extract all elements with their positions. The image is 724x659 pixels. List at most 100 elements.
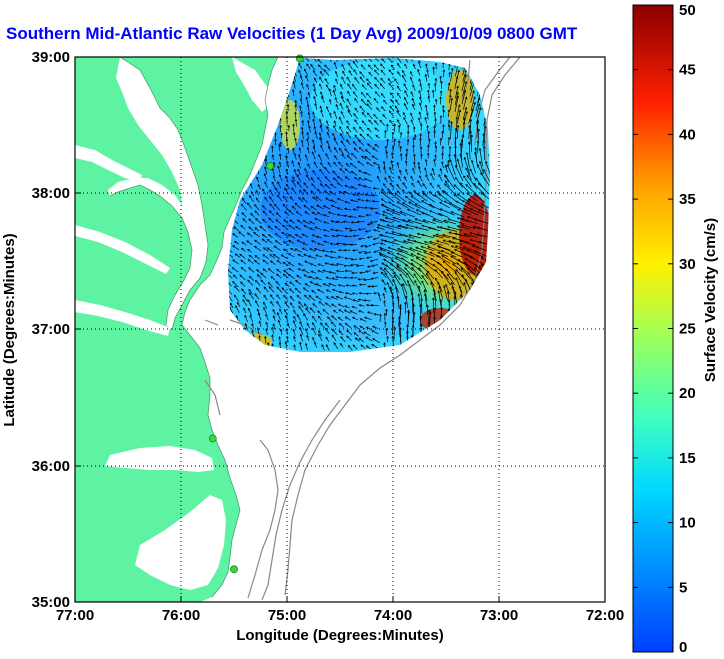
velocity-vector-head: [432, 288, 436, 292]
velocity-vector-head: [392, 278, 395, 282]
velocity-vector-head: [325, 276, 329, 280]
velocity-vector: [331, 264, 338, 266]
velocity-vector-head: [379, 242, 383, 245]
velocity-vector-head: [309, 227, 313, 231]
velocity-vector-head: [279, 308, 282, 312]
velocity-vector-head: [399, 306, 402, 310]
velocity-vector: [379, 247, 393, 253]
velocity-vector-head: [324, 64, 327, 68]
velocity-vector-head: [294, 111, 297, 115]
velocity-vector: [322, 250, 330, 253]
velocity-vector: [324, 184, 331, 190]
velocity-vector: [275, 187, 280, 195]
velocity-vector: [357, 161, 365, 166]
velocity-vector-head: [305, 58, 308, 60]
velocity-vector: [419, 316, 422, 327]
velocity-vector-head: [437, 281, 440, 285]
velocity-vector: [299, 342, 303, 351]
velocity-vector: [302, 269, 310, 274]
velocity-vector: [304, 211, 310, 215]
velocity-vector: [314, 103, 318, 110]
velocity-vector: [441, 131, 444, 139]
velocity-vector: [421, 246, 435, 252]
velocity-vector-head: [304, 211, 308, 214]
velocity-vector: [293, 316, 297, 322]
velocity-vector: [255, 280, 261, 286]
velocity-vector-head: [410, 259, 414, 262]
velocity-vector-head: [466, 249, 470, 252]
velocity-vector: [444, 200, 458, 209]
velocity-vector: [421, 234, 434, 238]
velocity-vector-head: [433, 292, 436, 296]
velocity-vector-head: [291, 179, 294, 183]
velocity-vector: [335, 104, 339, 111]
velocity-vector-head: [319, 168, 322, 172]
velocity-vector: [359, 292, 367, 294]
velocity-vector-head: [413, 134, 417, 137]
velocity-vector-head: [343, 214, 347, 218]
velocity-vector-head: [427, 320, 431, 324]
velocity-vector: [257, 327, 260, 335]
velocity-vector-head: [374, 144, 378, 147]
velocity-vector-head: [419, 315, 423, 319]
velocity-vector-head: [430, 281, 433, 285]
velocity-vector-head: [315, 196, 319, 199]
velocity-vector-head: [358, 250, 361, 254]
velocity-vector-head: [435, 233, 439, 237]
velocity-vector-head: [376, 224, 380, 227]
velocity-vector-head: [327, 316, 330, 320]
velocity-vector: [277, 194, 282, 202]
velocity-vector-head: [341, 76, 344, 80]
rappahannock-river: [75, 225, 170, 274]
velocity-vector-head: [302, 269, 305, 272]
velocity-vector-head: [456, 158, 460, 162]
velocity-vector: [379, 83, 385, 90]
velocity-vector-head: [285, 110, 289, 114]
velocity-vector-head: [367, 311, 370, 314]
velocity-vector-head: [437, 290, 441, 294]
velocity-vector: [329, 271, 337, 274]
velocity-vector: [367, 223, 373, 225]
velocity-vector-head: [337, 284, 341, 287]
velocity-vector: [287, 147, 289, 154]
velocity-vector: [419, 304, 422, 321]
velocity-vector-head: [427, 246, 431, 249]
velocity-vector-head: [365, 303, 369, 307]
velocity-vector-head: [289, 295, 293, 299]
velocity-vector-head: [312, 327, 315, 331]
velocity-vector-head: [412, 303, 415, 307]
velocity-vector: [319, 137, 323, 145]
velocity-vector-head: [483, 169, 486, 172]
velocity-vector: [326, 120, 329, 127]
velocity-vector: [465, 184, 479, 197]
velocity-vector: [346, 126, 352, 133]
velocity-vector: [315, 277, 323, 281]
velocity-vector: [390, 263, 401, 272]
velocity-vector: [314, 226, 322, 231]
velocity-vector: [294, 248, 302, 253]
velocity-vector: [241, 248, 247, 252]
velocity-vector: [390, 160, 394, 169]
velocity-vector: [265, 322, 269, 328]
velocity-vector: [331, 220, 338, 223]
velocity-vector-head: [318, 154, 321, 157]
velocity-vector-head: [461, 274, 465, 277]
velocity-vector-head: [419, 264, 423, 268]
velocity-vector-head: [293, 153, 297, 156]
velocity-vector: [390, 92, 394, 98]
velocity-vector: [338, 191, 346, 195]
velocity-vector: [273, 254, 280, 260]
velocity-vector-head: [233, 226, 236, 229]
velocity-vector-head: [426, 304, 429, 308]
velocity-vector: [426, 112, 429, 120]
velocity-vector: [361, 92, 367, 98]
velocity-vector-head: [439, 75, 442, 79]
velocity-vector-head: [250, 212, 253, 216]
velocity-vector: [313, 88, 318, 97]
velocity-vector-head: [358, 330, 362, 333]
velocity-vector-head: [305, 342, 308, 346]
velocity-vector-head: [351, 305, 355, 309]
velocity-vector: [333, 138, 339, 146]
velocity-vector: [465, 167, 472, 181]
velocity-vector: [301, 111, 303, 117]
